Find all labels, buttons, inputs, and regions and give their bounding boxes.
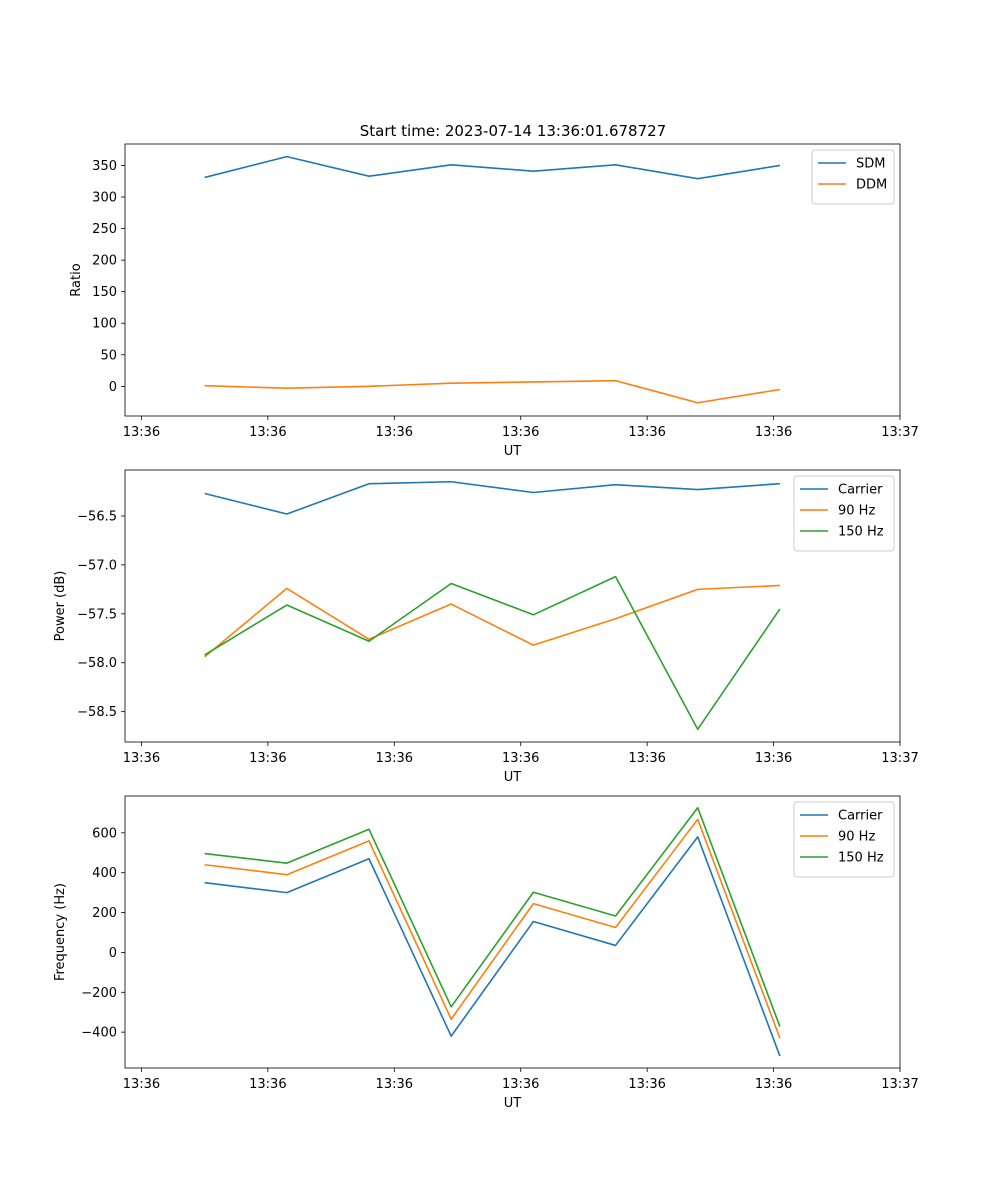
y-tick-label: 600 xyxy=(92,826,117,841)
y-tick-label: −56.5 xyxy=(77,509,117,524)
y-tick-label: 350 xyxy=(92,159,117,174)
legend-label: 150 Hz xyxy=(838,525,884,540)
axes-frame xyxy=(124,469,901,743)
series-line-150-hz xyxy=(204,575,781,731)
x-axis-label: UT xyxy=(504,1096,522,1111)
y-tick-label: −57.5 xyxy=(77,607,117,622)
legend-label: SDM xyxy=(856,157,885,172)
y-tick-label: 300 xyxy=(92,191,117,206)
x-tick-label: 13:36 xyxy=(755,751,792,766)
x-axis-label: UT xyxy=(504,770,522,785)
x-tick-label: 13:36 xyxy=(376,751,413,766)
y-tick-label: 150 xyxy=(92,285,117,300)
legend-label: DDM xyxy=(856,178,887,193)
x-tick-label: 13:36 xyxy=(502,751,539,766)
legend-label: 90 Hz xyxy=(838,504,875,519)
legend-label: 150 Hz xyxy=(838,851,884,866)
y-tick-label: −58.5 xyxy=(77,705,117,720)
plots: 13:36 13:36 13:36 13:36 13:36 13:36 13:37 0 50 10… xyxy=(53,143,919,1111)
series-line-carrier xyxy=(204,836,781,1057)
x-tick-label: 13:36 xyxy=(123,751,160,766)
legend: Carrier 90 Hz 150 Hz xyxy=(793,801,895,878)
x-tick-label: 13:36 xyxy=(123,1077,160,1092)
y-tick-label: 100 xyxy=(92,317,117,332)
legend-label: Carrier xyxy=(838,483,883,498)
y-tick-label: 200 xyxy=(92,254,117,269)
x-axis-label: UT xyxy=(504,444,522,459)
y-tick-label: 250 xyxy=(92,222,117,237)
legend: Carrier 90 Hz 150 Hz xyxy=(793,475,895,552)
x-tick-label: 13:36 xyxy=(376,425,413,440)
x-tick-label: 13:37 xyxy=(881,1077,918,1092)
y-tick-label: −57.0 xyxy=(77,558,117,573)
figure-title: Start time: 2023-07-14 13:36:01.678727 xyxy=(360,122,666,140)
x-tick-label: 13:36 xyxy=(249,425,286,440)
x-tick-label: 13:36 xyxy=(376,1077,413,1092)
subplot-3: 13:36 13:36 13:36 13:36 13:36 13:36 13:37 −400 −… xyxy=(53,795,919,1111)
y-tick-label: 0 xyxy=(109,380,117,395)
y-tick-label: −400 xyxy=(81,1026,117,1041)
legend-box xyxy=(793,801,895,878)
x-tick-label: 13:36 xyxy=(755,1077,792,1092)
series-line-90-hz xyxy=(204,818,781,1039)
subplot-2: 13:36 13:36 13:36 13:36 13:36 13:36 13:37 −58.5… xyxy=(53,469,919,785)
axes-frame xyxy=(124,795,901,1069)
x-tick-label: 13:36 xyxy=(123,425,160,440)
y-tick-label: −200 xyxy=(81,986,117,1001)
x-tick-label: 13:36 xyxy=(502,425,539,440)
axes-frame xyxy=(124,143,901,417)
x-tick-label: 13:36 xyxy=(628,1077,665,1092)
x-tick-label: 13:36 xyxy=(628,751,665,766)
y-tick-label: −58.0 xyxy=(77,656,117,671)
legend: SDM DDM xyxy=(811,149,895,205)
y-tick-label: 0 xyxy=(109,946,117,961)
series-line-90-hz xyxy=(204,584,780,658)
series-line-ddm xyxy=(204,379,781,404)
series-line-150-hz xyxy=(204,806,781,1027)
legend-box xyxy=(793,475,895,552)
x-tick-label: 13:37 xyxy=(881,751,918,766)
x-tick-label: 13:36 xyxy=(502,1077,539,1092)
x-tick-label: 13:37 xyxy=(881,425,918,440)
subplot-1: 13:36 13:36 13:36 13:36 13:36 13:36 13:37 0 50 10… xyxy=(69,143,919,459)
series-line-carrier xyxy=(204,480,780,515)
series-line-sdm xyxy=(204,155,781,180)
y-tick-label: 200 xyxy=(92,906,117,921)
y-tick-label: 400 xyxy=(92,866,117,881)
legend-label: 90 Hz xyxy=(838,830,875,845)
y-axis-label: Power (dB) xyxy=(53,571,68,642)
x-tick-label: 13:36 xyxy=(249,1077,286,1092)
x-tick-label: 13:36 xyxy=(249,751,286,766)
x-tick-label: 13:36 xyxy=(755,425,792,440)
y-axis-label: Frequency (Hz) xyxy=(53,883,68,981)
y-tick-label: 50 xyxy=(100,348,117,363)
y-axis-label: Ratio xyxy=(69,263,84,296)
legend-label: Carrier xyxy=(838,809,883,824)
x-tick-label: 13:36 xyxy=(628,425,665,440)
